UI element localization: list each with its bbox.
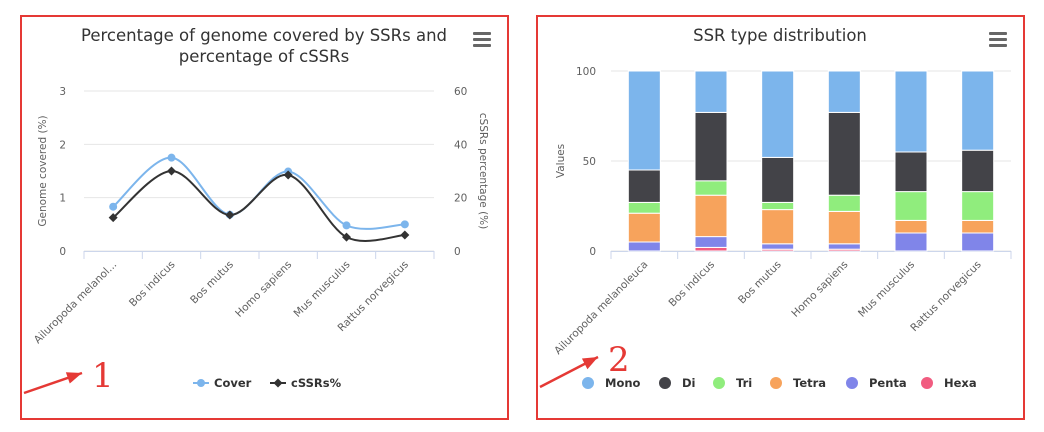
y-right-axis-title: cSSRs percentage (%) <box>477 113 489 230</box>
y-tick-label: 50 <box>583 156 596 168</box>
bar-segment <box>827 243 861 250</box>
x-tick-label: Mus musculus <box>292 259 353 320</box>
data-point <box>283 170 293 180</box>
data-point <box>108 213 118 223</box>
x-tick-label: Ailuropoda melanol... <box>32 259 120 347</box>
legend-label: cSSRs% <box>291 376 342 390</box>
legend-marker <box>659 377 671 389</box>
data-point <box>400 220 409 229</box>
bar-segment <box>827 111 861 196</box>
bar-segment <box>961 191 995 221</box>
hamburger-menu-icon[interactable] <box>473 32 491 48</box>
annotation-number: 1 <box>92 356 114 396</box>
bar-segment <box>894 151 928 193</box>
y-tick-label: 1 <box>59 193 66 205</box>
bar-segment <box>627 70 661 171</box>
bar-segment <box>761 70 795 158</box>
legend-marker <box>846 377 858 389</box>
bar-segment <box>694 194 728 238</box>
bar-segment <box>761 209 795 245</box>
legend-label: Hexa <box>944 376 977 390</box>
legend-label: Penta <box>869 376 907 390</box>
data-point <box>400 230 410 240</box>
x-tick-label: Bos indicus <box>667 259 718 310</box>
data-point <box>342 232 351 242</box>
bar-segment <box>827 70 861 113</box>
data-point <box>342 221 351 230</box>
hamburger-menu-icon[interactable] <box>989 32 1007 48</box>
y-axis-title: Values <box>555 144 567 178</box>
bar-segment <box>894 70 928 153</box>
bar-segment <box>894 191 928 221</box>
y-tick-label: 0 <box>59 246 66 258</box>
legend-label: Mono <box>605 376 641 390</box>
bar-segment <box>694 70 728 113</box>
bar-segment <box>694 246 728 252</box>
y-right-tick-label: 40 <box>454 139 467 151</box>
bar-segment <box>627 201 661 214</box>
legend-marker <box>197 379 205 387</box>
annotation-number: 2 <box>608 340 630 380</box>
y-tick-label: 2 <box>59 139 66 151</box>
bar-segment <box>627 169 661 203</box>
bar-segment <box>961 149 995 193</box>
y-tick-label: 0 <box>589 246 596 258</box>
data-point <box>109 202 118 211</box>
bar-segment <box>827 194 861 212</box>
legend-marker <box>582 377 594 389</box>
data-point <box>167 166 176 176</box>
legend-marker <box>713 377 725 389</box>
bar-segment <box>894 219 928 234</box>
bar-segment <box>694 111 728 182</box>
legend-marker <box>921 377 933 389</box>
y-right-tick-label: 20 <box>454 193 467 205</box>
bar-segment <box>961 219 995 234</box>
legend-marker <box>273 378 283 388</box>
x-tick-label: Bos mutus <box>188 259 236 307</box>
chart-title: Percentage of genome covered by SSRs and <box>81 26 447 45</box>
coverage-line-chart: Percentage of genome covered by SSRs and… <box>23 26 489 396</box>
x-tick-label: Homo sapiens <box>789 259 850 320</box>
bar-segment <box>761 243 795 250</box>
data-point <box>167 153 176 162</box>
chart-title: SSR type distribution <box>693 26 867 45</box>
legend-label: Di <box>682 376 696 390</box>
x-tick-label: Rattus norvegicus <box>908 259 983 334</box>
coverage-chart-panel: Percentage of genome covered by SSRs and… <box>20 15 509 420</box>
chart-title: percentage of cSSRs <box>179 47 349 66</box>
ssr-type-stacked-bar-chart: SSR type distribution 0 50 100 Ailuropoda me… <box>539 26 1012 390</box>
ssr-type-chart-panel: SSR type distribution 0 50 100 Ailuropoda me… <box>536 15 1025 420</box>
x-tick-label: Homo sapiens <box>233 259 294 320</box>
data-point <box>225 210 235 220</box>
y-tick-label: 3 <box>59 86 66 98</box>
y-right-tick-label: 0 <box>454 246 461 258</box>
bar-segment <box>694 236 728 248</box>
legend-marker <box>770 377 782 389</box>
bar-segment <box>761 156 795 203</box>
legend-label: Tri <box>736 376 752 390</box>
y-axis-title: Genome covered (%) <box>37 115 49 226</box>
x-tick-label: Mus musculus <box>856 259 917 320</box>
y-right-tick-label: 60 <box>454 86 467 98</box>
legend-label: Tetra <box>793 376 826 390</box>
bar-segment <box>894 232 928 252</box>
bar-segment <box>761 201 795 211</box>
series-line <box>112 169 405 242</box>
bar-segment <box>627 241 661 252</box>
bar-segment <box>961 232 995 252</box>
annotation-arrow-head <box>581 357 598 370</box>
x-tick-label: Ailuropoda melanoleuca <box>552 259 650 357</box>
legend-label: Cover <box>214 376 252 390</box>
bar-segment <box>694 180 728 196</box>
x-tick-label: Bos indicus <box>127 259 178 310</box>
bar-segment <box>827 210 861 245</box>
y-tick-label: 100 <box>576 66 596 78</box>
bar-segment <box>961 70 995 151</box>
annotation-arrow-head <box>65 372 82 384</box>
x-tick-label: Bos mutus <box>736 259 784 307</box>
bar-segment <box>627 212 661 243</box>
